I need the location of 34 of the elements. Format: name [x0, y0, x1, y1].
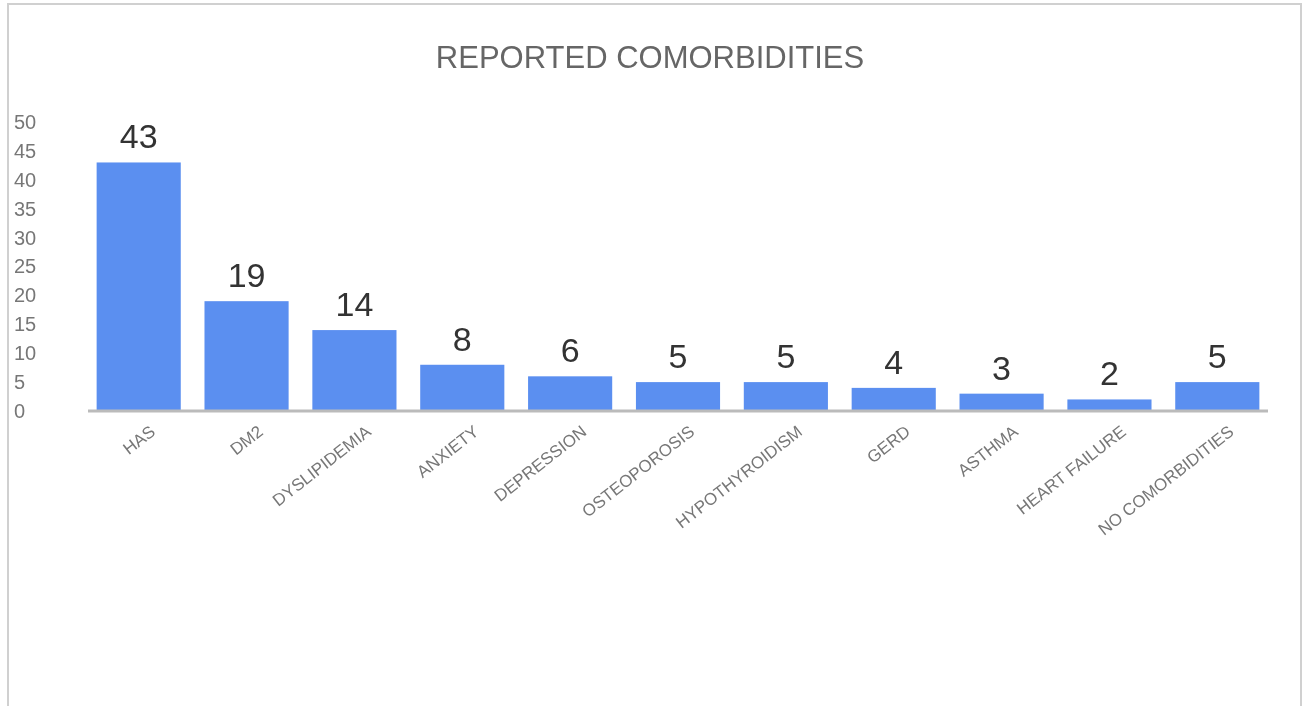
bar: [851, 387, 936, 411]
bar: [204, 301, 289, 411]
y-tick-label: 45: [14, 139, 37, 162]
bar: [1067, 399, 1152, 411]
bar: [635, 382, 721, 411]
data-label: 5: [1207, 337, 1227, 376]
data-label: 5: [668, 337, 688, 376]
data-label: 4: [884, 342, 904, 381]
bar: [312, 330, 397, 411]
data-label: 5: [776, 337, 796, 376]
data-label: 3: [992, 348, 1012, 387]
bar: [420, 364, 505, 411]
y-tick-label: 25: [14, 255, 37, 278]
data-label: 43: [119, 117, 158, 156]
y-tick-label: 40: [14, 168, 37, 191]
data-label: 19: [227, 256, 266, 295]
y-tick-label: 0: [14, 399, 26, 422]
y-tick-label: 35: [14, 197, 37, 220]
y-tick-label: 5: [14, 371, 26, 393]
data-label: 8: [452, 319, 472, 358]
bar: [96, 162, 181, 411]
y-tick-label: 15: [14, 313, 37, 336]
bar: [959, 393, 1044, 411]
y-tick-label: 30: [14, 226, 37, 249]
chart-title: REPORTED COMORBIDITIES: [435, 40, 865, 75]
bar: [1175, 382, 1260, 411]
data-label: 6: [560, 331, 580, 370]
data-label: 2: [1099, 354, 1119, 393]
y-tick-label: 20: [14, 284, 37, 307]
y-tick-label: 50: [14, 110, 37, 133]
y-tick-label: 10: [14, 342, 37, 365]
data-label: 14: [335, 285, 374, 324]
bar: [528, 376, 613, 411]
bar: [743, 382, 828, 411]
